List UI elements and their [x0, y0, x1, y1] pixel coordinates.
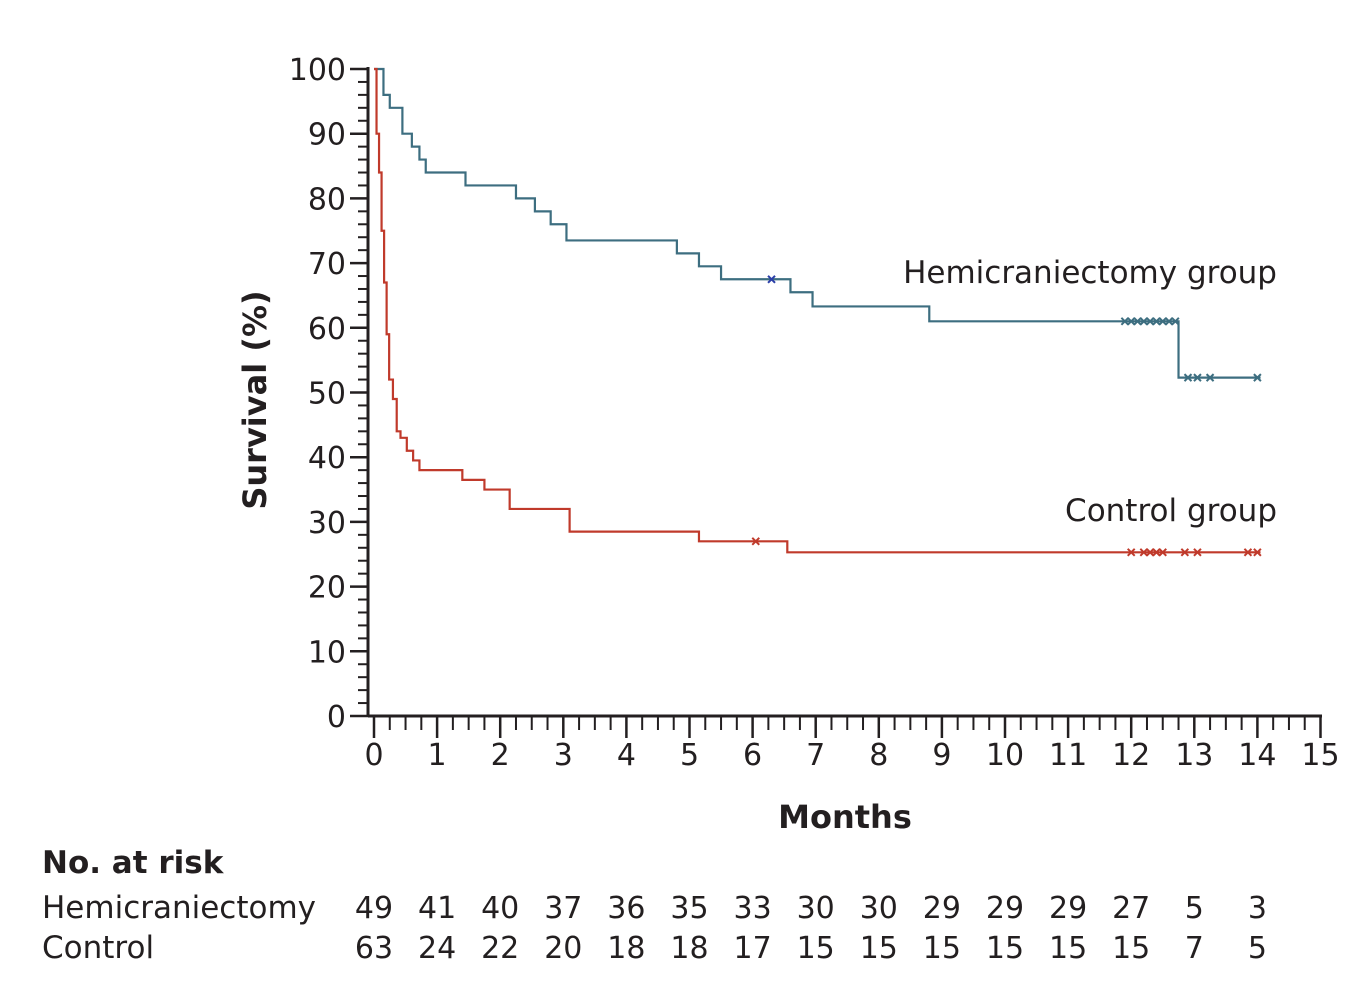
- at-risk-hemicraniectomy-value: 41: [418, 891, 456, 926]
- at-risk-hemicraniectomy-value: 3: [1248, 891, 1267, 926]
- at-risk-hemicraniectomy-value: 35: [670, 891, 708, 926]
- control-censor-mark: [1193, 548, 1202, 557]
- hemicraniectomy-censor-mark: [1205, 373, 1215, 382]
- at-risk-hemicraniectomy-value: 27: [1112, 891, 1150, 926]
- y-tick-label: 0: [327, 700, 346, 735]
- y-tick-label: 50: [308, 377, 346, 412]
- at-risk-control-value: 15: [923, 931, 961, 966]
- hemicraniectomy-group-label: Hemicraniectomy group: [903, 255, 1277, 291]
- at-risk-hemicraniectomy-value: 49: [355, 891, 393, 926]
- at-risk-title: No. at risk: [42, 845, 225, 881]
- at-risk-hemicraniectomy-value: 40: [481, 891, 519, 926]
- hemicraniectomy-survival-curve: [374, 67, 1261, 379]
- hemicraniectomy-censor-mark: [1152, 317, 1161, 326]
- at-risk-hemicraniectomy-value: 29: [1049, 891, 1087, 926]
- at-risk-control-value: 63: [355, 931, 393, 966]
- y-axis-title: Survival (%): [236, 290, 274, 509]
- x-tick-label: 4: [617, 738, 636, 773]
- at-risk-control-value: 18: [607, 931, 645, 966]
- x-axis-title: Months: [778, 798, 912, 836]
- at-risk-control-value: 5: [1248, 931, 1267, 966]
- hemicraniectomy-censor-mark: [1183, 373, 1193, 382]
- x-tick-label: 10: [986, 738, 1024, 773]
- control-censor-mark: [1253, 548, 1262, 557]
- control-censor-mark: [751, 537, 760, 546]
- y-tick-label: 100: [289, 53, 346, 88]
- at-risk-hemicraniectomy-value: 29: [923, 891, 961, 926]
- x-tick-label: 3: [554, 738, 573, 773]
- hemicraniectomy-censor-mark: [1133, 317, 1142, 326]
- at-risk-control-value: 22: [481, 931, 519, 966]
- x-tick-label: 0: [364, 738, 383, 773]
- at-risk-hemicraniectomy-value: 29: [986, 891, 1024, 926]
- x-tick-label: 8: [869, 738, 888, 773]
- at-risk-control-value: 7: [1185, 931, 1204, 966]
- x-tick-label: 9: [932, 738, 951, 773]
- y-tick-label: 30: [308, 506, 346, 541]
- control-survival-curve: [374, 67, 1261, 554]
- y-tick-label: 10: [308, 635, 346, 670]
- at-risk-control-value: 18: [670, 931, 708, 966]
- at-risk-control-value: 15: [797, 931, 835, 966]
- control-censor-mark: [1158, 548, 1167, 557]
- at-risk-control-value: 17: [734, 931, 772, 966]
- hemicraniectomy-censor-mark: [1164, 317, 1174, 326]
- x-tick-label: 14: [1238, 738, 1276, 773]
- hemicraniectomy-censor-mark: [1158, 317, 1167, 326]
- x-tick-label: 2: [491, 738, 510, 773]
- control-censor-mark: [1126, 548, 1136, 557]
- at-risk-hemicraniectomy-value: 5: [1185, 891, 1204, 926]
- x-tick-label: 7: [806, 738, 825, 773]
- y-tick-label: 80: [308, 182, 346, 217]
- control-censor-mark: [1145, 548, 1155, 557]
- at-risk-control-value: 15: [986, 931, 1024, 966]
- hemicraniectomy-censor-mark: [1145, 317, 1155, 326]
- at-risk-hemicraniectomy-value: 30: [860, 891, 898, 926]
- at-risk-hemicraniectomy-value: 30: [797, 891, 835, 926]
- at-risk-control-value: 15: [1049, 931, 1087, 966]
- at-risk-control-value: 20: [544, 931, 582, 966]
- at-risk-hemicraniectomy-value: 36: [607, 891, 645, 926]
- control-censor-mark: [1180, 548, 1190, 557]
- x-tick-label: 5: [680, 738, 699, 773]
- at-risk-hemicraniectomy-value: 37: [544, 891, 582, 926]
- hemicraniectomy-censor-mark: [1171, 317, 1180, 326]
- y-tick-label: 40: [308, 441, 346, 476]
- at-risk-row-label-control: Control: [42, 930, 154, 966]
- y-tick-label: 90: [308, 118, 346, 153]
- at-risk-control-value: 15: [1112, 931, 1150, 966]
- control-censor-mark: [1152, 548, 1161, 557]
- x-tick-label: 13: [1175, 738, 1213, 773]
- at-risk-control-value: 15: [860, 931, 898, 966]
- control-censor-mark: [1139, 548, 1149, 557]
- hemicraniectomy-censor-mark: [767, 275, 776, 284]
- hemicraniectomy-censor-mark: [1126, 317, 1136, 326]
- hemicraniectomy-censor-mark: [1193, 373, 1202, 382]
- x-tick-label: 1: [428, 738, 447, 773]
- y-tick-label: 60: [308, 312, 346, 347]
- x-tick-label: 15: [1301, 738, 1339, 773]
- y-tick-label: 20: [308, 571, 346, 606]
- at-risk-control-value: 24: [418, 931, 456, 966]
- control-group-label: Control group: [1065, 493, 1277, 529]
- x-tick-label: 11: [1049, 738, 1087, 773]
- control-censor-mark: [1243, 548, 1253, 557]
- x-tick-label: 12: [1112, 738, 1150, 773]
- at-risk-row-label-hemicraniectomy: Hemicraniectomy: [42, 890, 316, 926]
- hemicraniectomy-censor-mark: [1120, 317, 1130, 326]
- y-tick-label: 70: [308, 247, 346, 282]
- x-tick-label: 6: [743, 738, 762, 773]
- hemicraniectomy-censor-mark: [1253, 373, 1262, 382]
- hemicraniectomy-censor-mark: [1139, 317, 1149, 326]
- at-risk-hemicraniectomy-value: 33: [734, 891, 772, 926]
